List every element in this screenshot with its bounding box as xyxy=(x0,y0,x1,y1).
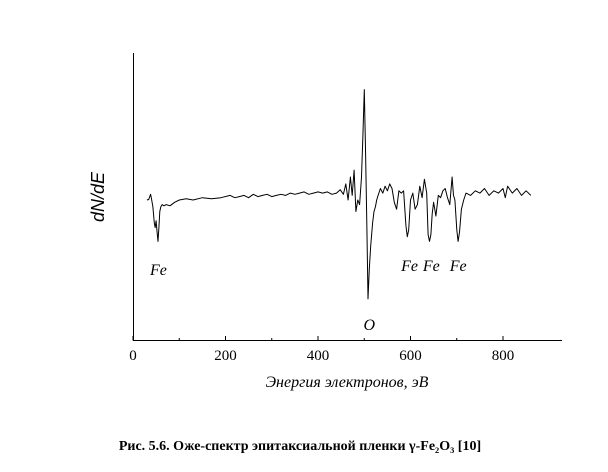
x-tick-label: 0 xyxy=(129,348,137,364)
x-tick-label: 600 xyxy=(399,348,422,364)
peak-label-o: O xyxy=(364,317,376,334)
y-axis-label: dN/dE xyxy=(88,171,108,222)
peak-label-fe: Fe xyxy=(149,262,167,279)
figure-caption: Рис. 5.6. Оже-спектр эпитаксиальной плен… xyxy=(119,439,481,454)
peak-label-fe: Fe xyxy=(449,258,467,275)
spectrum-line xyxy=(146,89,532,300)
axes xyxy=(133,53,562,341)
x-tick-label: 800 xyxy=(492,348,515,364)
x-axis-label: Энергия электронов, эВ xyxy=(266,374,429,391)
peak-label-fe: Fe xyxy=(422,258,440,275)
x-tick-label: 200 xyxy=(214,348,237,364)
x-tick-labels: 0 200 400 600 800 xyxy=(129,348,514,364)
x-ticks xyxy=(132,336,504,341)
x-tick-label: 400 xyxy=(307,348,330,364)
peak-label-fe: Fe xyxy=(400,258,418,275)
